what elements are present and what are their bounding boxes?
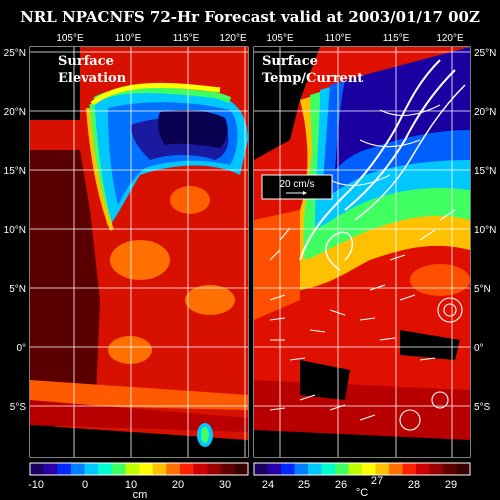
colorbar-swatch [281, 463, 295, 475]
colorbar-swatch [179, 463, 195, 475]
right-graticule [254, 47, 470, 457]
colorbar-swatch [57, 463, 72, 475]
colorbar-swatch [429, 463, 444, 475]
colorbar-swatch [443, 463, 457, 475]
elevation-colorbar-ticks: -10 0 10 20 30 cm [28, 479, 231, 500]
colorbar-tick-label: 27 [371, 475, 383, 487]
colorbar-swatch [193, 463, 208, 475]
lat-label: 20°N [474, 107, 496, 118]
temperature-field [254, 47, 470, 457]
lon-label: 115°E [383, 33, 410, 44]
elevation-field [30, 47, 248, 457]
colorbar-tick-label: 28 [408, 479, 420, 491]
current-vectors [269, 59, 466, 431]
colorbar-swatch [84, 463, 99, 475]
right-lat-labels: 25°N 20°N 15°N 10°N 5°N 0° 5°S [474, 48, 496, 413]
temperature-colorbar [253, 462, 471, 476]
lat-label: 15°N [4, 166, 26, 177]
colorbar-tick-label: 29 [445, 479, 457, 491]
vector-scale-box [261, 174, 333, 200]
lon-label: 115°E [173, 33, 200, 44]
colorbar-tick-label: 24 [262, 479, 274, 491]
colorbar-tick-label: 10 [125, 479, 137, 491]
colorbar-swatch [402, 463, 417, 475]
left-panel-label-line1: Surface [58, 54, 114, 69]
colorbar-swatch [335, 463, 349, 475]
temperature-colorbar-ticks: 24 25 26 27 28 29 °C [262, 475, 457, 499]
colorbar-swatch [456, 463, 471, 475]
colorbar-swatch [362, 463, 376, 475]
lon-label: 120°E [219, 33, 247, 44]
left-lon-labels: 105°E 110°E 115°E 120°E [56, 33, 247, 44]
surface-elevation-panel: Surface Elevation [29, 46, 249, 458]
colorbar-swatch [98, 463, 113, 475]
colorbar-swatch [166, 463, 181, 475]
colorbar-swatch [125, 463, 140, 475]
lat-label: 25°N [4, 48, 26, 59]
colorbar-tick-label: 20 [172, 479, 184, 491]
colorbar-swatch [294, 463, 309, 475]
colorbar-tick-label: 26 [335, 479, 347, 491]
lat-label: 5°N [9, 284, 26, 295]
colorbar-swatch [321, 463, 336, 475]
colorbar-swatch [348, 463, 363, 475]
lat-label: 10°N [4, 225, 26, 236]
lon-label: 120°E [436, 33, 464, 44]
lon-label: 110°E [115, 33, 142, 44]
colorbar-tick-label: 30 [219, 479, 231, 491]
colorbar-swatch [267, 463, 282, 475]
lat-label: 15°N [474, 166, 496, 177]
colorbar-frame [29, 462, 249, 476]
lat-label: 25°N [474, 48, 496, 59]
lon-label: 105°E [56, 33, 84, 44]
lon-label: 105°E [266, 33, 294, 44]
lat-label: 5°N [474, 284, 491, 295]
right-panel-label-line1: Surface [262, 54, 318, 69]
colorbar-swatch [152, 463, 167, 475]
lat-label: 10°N [474, 225, 496, 236]
lat-label: 20°N [4, 107, 26, 118]
colorbar-unit: cm [133, 489, 148, 500]
colorbar-swatch [234, 463, 249, 475]
colorbar-swatch [389, 463, 403, 475]
colorbar-swatch [43, 463, 58, 475]
lat-label: 5°S [474, 402, 491, 413]
colorbar-swatch [416, 463, 430, 475]
lon-label: 110°E [325, 33, 352, 44]
vector-scale-label: 20 cm/s [279, 179, 314, 190]
colorbar-frame [253, 462, 471, 476]
colorbar-swatch [30, 463, 45, 475]
colorbar-tick-label: 25 [298, 479, 310, 491]
left-graticule [30, 47, 248, 457]
elevation-colorbar [29, 462, 249, 476]
colorbar-swatch [207, 463, 222, 475]
colorbar-swatch [308, 463, 322, 475]
right-lon-labels: 105°E 110°E 115°E 120°E [266, 33, 464, 44]
colorbar-swatch [375, 463, 390, 475]
lat-label: 5°S [10, 402, 27, 413]
page-title: NRL NPACNFS 72-Hr Forecast valid at 2003… [20, 8, 480, 26]
colorbar-swatch [139, 463, 154, 475]
colorbar-swatch [254, 463, 268, 475]
left-panel-label-line2: Elevation [58, 71, 127, 86]
surface-temp-current-panel: 20 cm/s Surface Temp/Current [253, 46, 471, 458]
colorbar-swatch [70, 463, 86, 475]
colorbar-swatch [111, 463, 126, 475]
left-lat-labels: 25°N 20°N 15°N 10°N 5°N 0° 5°S [4, 48, 27, 413]
colorbar-swatch [220, 463, 235, 475]
colorbar-tick-label: 0 [82, 479, 88, 491]
lat-label: 0° [16, 343, 26, 354]
lat-label: 0° [474, 343, 484, 354]
colorbar-unit: °C [356, 487, 368, 499]
right-panel-label-line2: Temp/Current [262, 71, 363, 86]
colorbar-tick-label: -10 [28, 479, 44, 491]
